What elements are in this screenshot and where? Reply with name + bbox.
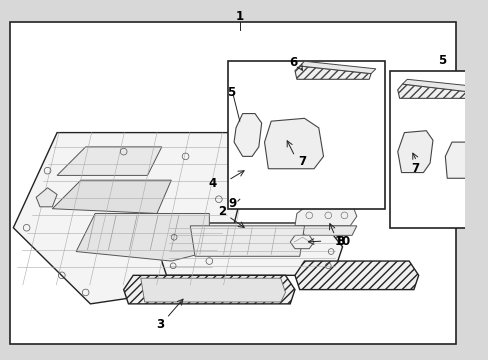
Text: 5: 5 xyxy=(226,86,235,99)
Text: 5: 5 xyxy=(437,54,446,67)
Polygon shape xyxy=(236,150,351,169)
Text: 3: 3 xyxy=(156,318,163,331)
Text: 7: 7 xyxy=(410,162,418,175)
Text: 10: 10 xyxy=(334,235,350,248)
Polygon shape xyxy=(57,147,162,175)
Polygon shape xyxy=(445,142,484,178)
Polygon shape xyxy=(13,132,256,304)
Polygon shape xyxy=(264,118,323,169)
Text: 7: 7 xyxy=(298,155,306,168)
Text: 4: 4 xyxy=(208,176,217,189)
Text: 8: 8 xyxy=(336,235,344,248)
Polygon shape xyxy=(76,213,209,261)
Polygon shape xyxy=(299,61,375,73)
Polygon shape xyxy=(36,188,57,207)
Polygon shape xyxy=(402,79,480,93)
Text: 6: 6 xyxy=(288,56,297,69)
Polygon shape xyxy=(299,226,356,235)
Polygon shape xyxy=(294,261,418,289)
Polygon shape xyxy=(157,223,342,275)
Text: 1: 1 xyxy=(235,10,244,23)
Polygon shape xyxy=(234,113,261,156)
Polygon shape xyxy=(389,71,488,228)
Polygon shape xyxy=(294,66,370,79)
Polygon shape xyxy=(232,169,239,182)
Polygon shape xyxy=(123,275,294,304)
Polygon shape xyxy=(294,204,356,226)
Polygon shape xyxy=(397,84,475,98)
Polygon shape xyxy=(290,235,313,249)
Text: 2: 2 xyxy=(218,205,226,218)
Polygon shape xyxy=(52,180,171,213)
Polygon shape xyxy=(236,188,256,207)
Polygon shape xyxy=(228,61,385,209)
Polygon shape xyxy=(190,226,304,256)
Polygon shape xyxy=(236,169,349,178)
Text: 9: 9 xyxy=(227,197,236,211)
Polygon shape xyxy=(141,278,285,302)
Text: 6: 6 xyxy=(486,155,488,168)
Polygon shape xyxy=(397,131,432,172)
